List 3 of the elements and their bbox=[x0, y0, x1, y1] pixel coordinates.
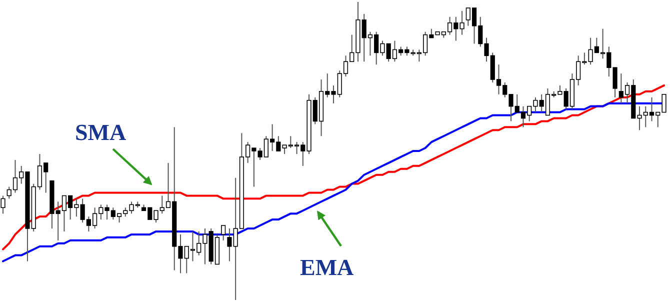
candlestick bbox=[221, 225, 226, 241]
series-label: EMA bbox=[300, 255, 354, 280]
text: SMA bbox=[75, 120, 126, 145]
